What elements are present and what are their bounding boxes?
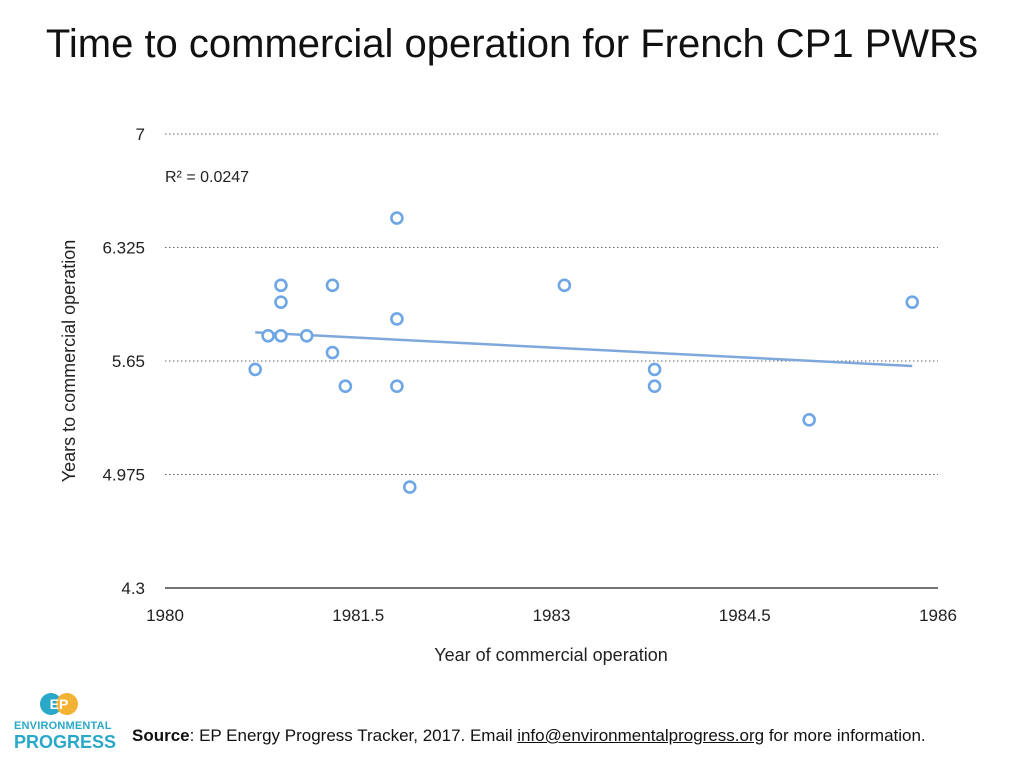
y-tick-label: 4.975: [102, 466, 145, 485]
trendline: [255, 331, 913, 368]
data-point: [390, 211, 404, 225]
logo-line1: ENVIRONMENTAL: [14, 720, 112, 732]
source-text: : EP Energy Progress Tracker, 2017. Emai…: [189, 726, 518, 745]
y-tick-label: 7: [136, 125, 145, 144]
chart-title: Time to commercial operation for French …: [45, 22, 979, 66]
data-point: [248, 362, 262, 377]
data-point: [647, 379, 662, 394]
x-tick-label: 1983: [533, 606, 571, 625]
y-tick-label: 6.325: [102, 239, 145, 258]
y-tick-label: 4.3: [121, 579, 145, 598]
data-point: [325, 345, 340, 360]
data-point: [390, 312, 404, 326]
data-point: [390, 379, 404, 394]
r-squared-annotation: R² = 0.0247: [165, 169, 249, 186]
x-tick-label: 1984.5: [719, 606, 771, 625]
logo-mark: EP: [50, 696, 69, 712]
logo-line2: PROGRESS: [14, 732, 117, 752]
x-tick-label: 1980: [146, 606, 184, 625]
data-point: [402, 480, 417, 494]
environmental-progress-logo: EP ENVIRONMENTAL PROGRESS: [14, 692, 117, 754]
data-point: [557, 278, 572, 293]
data-point: [802, 413, 816, 427]
data-points: [248, 211, 920, 494]
y-axis-title: Years to commercial operation: [59, 240, 79, 482]
data-point: [325, 278, 340, 293]
x-axis-title: Year of commercial operation: [434, 645, 667, 665]
x-tick-labels: 1980 1981.5 1983 1984.5 1986: [146, 606, 957, 625]
data-point: [274, 328, 288, 343]
data-point: [338, 379, 353, 394]
footer-suffix: for more information.: [764, 726, 926, 745]
email-link[interactable]: info@environmentalprogress.org: [517, 726, 765, 745]
y-tick-label: 5.65: [112, 352, 145, 371]
data-point: [299, 328, 314, 343]
data-point: [274, 295, 288, 309]
ep-logo-icon: EP: [40, 693, 78, 715]
source-label: Source: [132, 726, 190, 745]
x-tick-label: 1986: [919, 606, 957, 625]
x-tick-label: 1981.5: [332, 606, 384, 625]
data-point: [274, 278, 288, 293]
data-point: [261, 328, 275, 343]
source-footer: Source: EP Energy Progress Tracker, 2017…: [132, 726, 926, 746]
y-tick-labels: 4.3 4.975 5.65 6.325 7: [102, 125, 145, 598]
data-point: [905, 295, 920, 309]
data-point: [647, 362, 662, 377]
